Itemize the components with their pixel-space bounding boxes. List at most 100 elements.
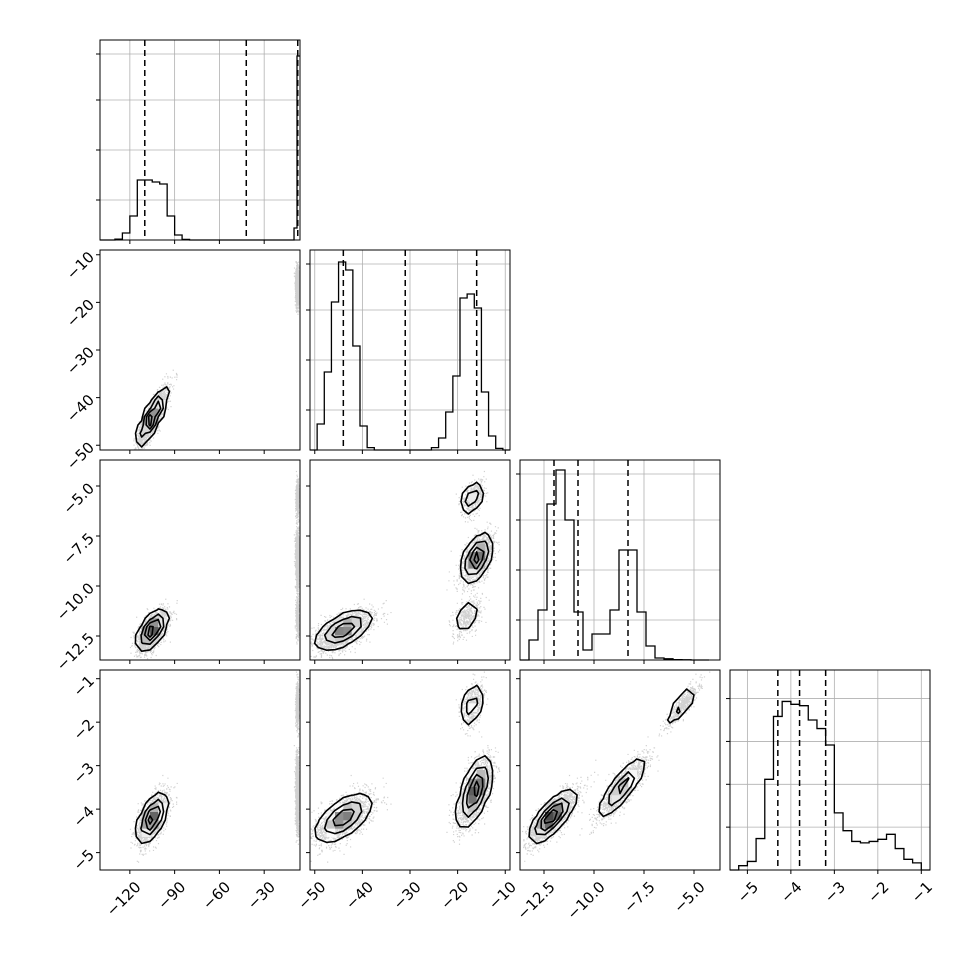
density-cell xyxy=(460,803,469,812)
density-cell xyxy=(351,811,361,821)
density-cell xyxy=(141,425,151,434)
contour-3-1-4 xyxy=(147,625,154,638)
contour-3-1-1 xyxy=(134,608,171,653)
contour-4-1-1 xyxy=(134,791,170,845)
density-cell xyxy=(326,820,336,829)
diag-frame-4 xyxy=(729,669,931,871)
xtick-label-3-4: −5.0 xyxy=(670,878,708,916)
density-cell xyxy=(545,811,554,821)
panel-frame-4-2 xyxy=(309,669,511,871)
histogram-4 xyxy=(730,700,930,871)
xtick-label-4-3: −3 xyxy=(821,878,849,906)
panel-frame-2-1 xyxy=(99,249,301,451)
density-cell xyxy=(343,803,352,812)
xtick-label-4-5: −1 xyxy=(908,878,936,906)
density-cell xyxy=(343,626,352,636)
panel-frame-3-2 xyxy=(309,459,511,661)
contour-2-1-4 xyxy=(147,414,153,427)
panel-content-3-2 xyxy=(310,470,501,660)
density-cell xyxy=(351,803,361,812)
density-cell xyxy=(141,811,151,821)
diag-panel-2 xyxy=(306,249,511,454)
density-cell xyxy=(150,400,159,409)
panel-4-1 xyxy=(96,669,301,874)
xtick-label-2-3: −30 xyxy=(390,878,425,913)
density-cell xyxy=(561,803,571,812)
contour-4-2-3 xyxy=(332,773,484,827)
xtick-label-4-2: −4 xyxy=(777,878,805,906)
ytick-label-2-5: −10 xyxy=(63,248,98,283)
ytick-label-3-3: −7.5 xyxy=(60,529,98,567)
density-cell xyxy=(460,795,469,804)
density-cell xyxy=(476,795,486,804)
panel-4-2 xyxy=(306,669,511,874)
diag-frame-2 xyxy=(309,249,511,451)
panel-content-4-1 xyxy=(129,671,300,863)
density-cell xyxy=(545,820,554,829)
xtick-label-2-4: −20 xyxy=(437,878,472,913)
xtick-label-2-1: −50 xyxy=(294,878,329,913)
contour-3-1-2 xyxy=(140,613,165,645)
ytick-label-2-3: −30 xyxy=(63,343,98,378)
panel-content-2-1 xyxy=(133,261,300,450)
xtick-label-1-3: −60 xyxy=(199,878,234,913)
diag-panel-1 xyxy=(96,39,301,244)
contour-3-2-4 xyxy=(473,551,480,565)
panel-4-3 xyxy=(516,669,721,874)
density-cell xyxy=(150,811,159,821)
density-cell xyxy=(150,618,159,627)
ytick-label-3-1: −12.5 xyxy=(53,629,98,674)
ytick-label-2-4: −20 xyxy=(63,296,98,331)
density-cell xyxy=(468,803,477,812)
contour-4-3-4 xyxy=(543,808,559,825)
density-cell xyxy=(351,626,361,636)
density-cell xyxy=(335,811,344,821)
density-cell xyxy=(468,493,477,502)
contour-4-1-2 xyxy=(140,798,165,836)
histogram-3 xyxy=(520,469,709,661)
xtick-label-1-2: −90 xyxy=(154,878,189,913)
density-cell xyxy=(468,568,477,577)
contour-3-2-2 xyxy=(323,489,490,644)
density-cell xyxy=(150,408,159,417)
xtick-label-2-5: −10 xyxy=(485,878,520,913)
contour-2-1-3 xyxy=(145,400,162,430)
density-cell xyxy=(620,778,629,787)
density-cell xyxy=(536,828,546,837)
density-cell xyxy=(335,618,344,627)
density-cell xyxy=(326,635,336,644)
density-cell xyxy=(476,551,486,561)
ytick-label-4-5: −1 xyxy=(70,672,98,700)
density-cell xyxy=(468,795,477,804)
contour-4-1-4 xyxy=(147,815,154,825)
contour-4-3-3 xyxy=(540,777,630,832)
ytick-label-2-2: −40 xyxy=(63,391,98,426)
density-cell xyxy=(611,786,621,796)
panel-frame-3-1 xyxy=(99,459,301,661)
density-cell xyxy=(141,635,151,644)
ytick-label-4-3: −3 xyxy=(70,759,98,787)
density-cell xyxy=(335,635,344,644)
xtick-label-4-1: −5 xyxy=(734,878,762,906)
diag-frame-3 xyxy=(519,459,721,661)
scatter-points-4-3 xyxy=(521,671,711,862)
density-cell xyxy=(150,626,159,636)
ytick-label-3-4: −5.0 xyxy=(60,479,98,517)
density-cell xyxy=(476,560,486,569)
contour-4-3-1 xyxy=(528,688,695,845)
contour-4-1-3 xyxy=(144,805,162,831)
density-cell xyxy=(343,618,352,627)
ytick-label-4-1: −5 xyxy=(70,846,98,874)
ytick-label-4-4: −2 xyxy=(70,715,98,743)
panel-content-4-3 xyxy=(521,671,711,862)
contour-3-2-1 xyxy=(313,481,494,652)
xtick-label-4-4: −2 xyxy=(864,878,892,906)
density-cell xyxy=(468,703,477,712)
density-cell xyxy=(620,786,629,796)
contour-2-1-1 xyxy=(134,386,171,448)
density-cell xyxy=(343,811,352,821)
panel-3-1 xyxy=(96,459,301,664)
density-cell xyxy=(335,820,344,829)
scatter-points-3-2 xyxy=(310,470,501,660)
contour-3-1-3 xyxy=(143,618,162,642)
